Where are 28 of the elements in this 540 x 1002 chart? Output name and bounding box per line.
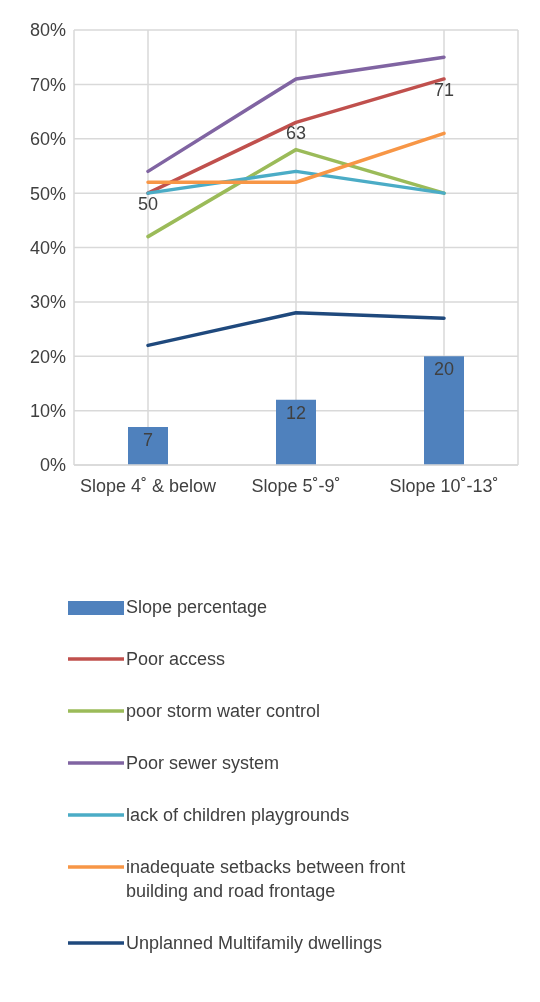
legend-label: lack of children playgrounds: [126, 804, 350, 827]
bar: [424, 356, 464, 465]
bar: [128, 426, 168, 465]
data-label: 71: [433, 79, 455, 100]
y-tick-label: 10%: [29, 401, 66, 422]
data-label: 50: [137, 193, 159, 214]
x-tick-label: Slope 5˚-9˚: [251, 475, 341, 496]
data-label: 12: [285, 402, 307, 423]
y-tick-label: 50%: [29, 183, 66, 204]
data-label: 63: [285, 123, 307, 144]
legend-label: Poor access: [126, 648, 226, 671]
x-tick-label: Slope 10˚-13˚: [389, 475, 499, 496]
x-tick-label: Slope 4˚ & below: [79, 475, 218, 496]
y-tick-label: 30%: [29, 292, 66, 313]
y-tick-label: 80%: [29, 20, 66, 41]
bar: [276, 399, 316, 465]
legend-label: Unplanned Multifamily dwellings: [126, 932, 383, 955]
data-label: 7: [142, 429, 154, 450]
legend-label: Poor sewer system: [126, 752, 280, 775]
legend-label: poor storm water control: [126, 700, 321, 723]
data-label: 20: [433, 359, 455, 380]
y-tick-label: 40%: [29, 237, 66, 258]
legend-label: Slope percentage: [126, 596, 268, 619]
y-tick-label: 60%: [29, 129, 66, 150]
y-tick-label: 0%: [39, 455, 66, 476]
legend-label: inadequate setbacks between front building and road frontage: [126, 856, 407, 903]
y-tick-label: 70%: [29, 74, 66, 95]
y-tick-label: 20%: [29, 346, 66, 367]
